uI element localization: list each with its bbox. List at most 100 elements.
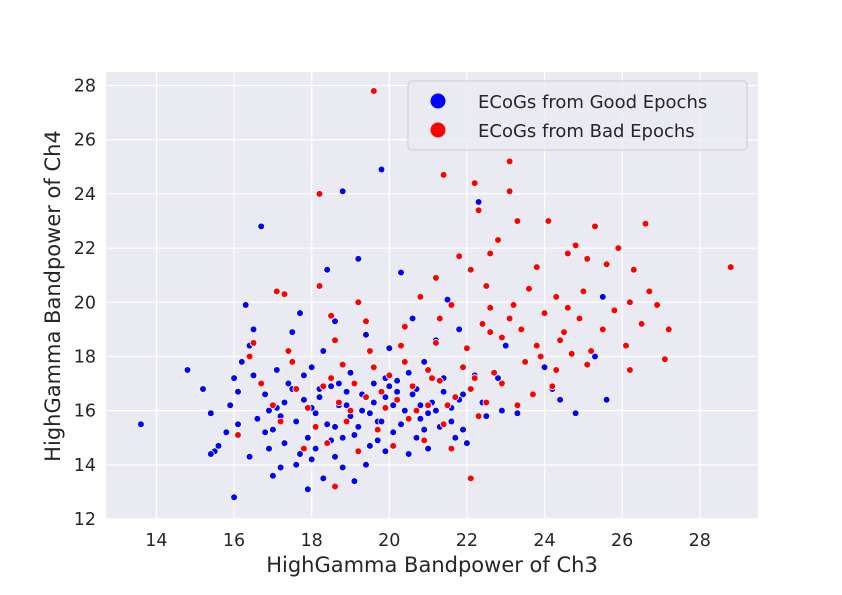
scatter-point	[540, 363, 549, 372]
scatter-point	[385, 382, 394, 391]
scatter-point	[587, 347, 595, 355]
scatter-point	[331, 317, 339, 326]
scatter-point	[610, 306, 619, 315]
scatter-point	[439, 420, 448, 429]
scatter-point	[513, 217, 522, 225]
x-tick-label: 24	[533, 531, 555, 551]
scatter-point	[629, 265, 638, 274]
scatter-point	[323, 420, 332, 429]
scatter-point	[335, 379, 343, 388]
scatter-point	[478, 320, 487, 328]
scatter-point	[350, 379, 359, 388]
scatter-point	[389, 401, 398, 410]
scatter-point	[521, 358, 529, 366]
scatter-point	[532, 263, 541, 271]
scatter-point	[354, 255, 363, 263]
scatter-point	[369, 363, 378, 372]
y-tick-labels: 12 14 16 18 20 22 24 26 28	[74, 77, 96, 530]
scatter-point	[303, 404, 312, 412]
scatter-point	[400, 322, 409, 331]
scatter-point	[470, 179, 479, 187]
scatter-point	[400, 358, 409, 366]
scatter-point	[416, 401, 425, 410]
scatter-point	[276, 417, 285, 426]
scatter-point	[315, 393, 324, 401]
scatter-point	[505, 157, 514, 166]
scatter-point	[498, 406, 506, 415]
scatter-point	[536, 352, 545, 361]
scatter-point	[214, 442, 223, 450]
scatter-point	[459, 363, 467, 372]
scatter-point	[498, 333, 506, 342]
scatter-point	[234, 420, 242, 429]
scatter-point	[253, 414, 262, 423]
scatter-point	[626, 366, 634, 374]
scatter-point	[280, 290, 289, 298]
scatter-point	[424, 409, 432, 418]
scatter-point	[230, 493, 238, 502]
y-tick-label: 26	[74, 131, 96, 151]
scatter-point	[400, 406, 409, 415]
scatter-point	[327, 311, 335, 320]
scatter-point	[424, 444, 432, 453]
scatter-point	[466, 385, 475, 393]
scatter-point	[303, 433, 312, 442]
scatter-point	[435, 314, 444, 323]
y-tick-label: 22	[74, 239, 96, 259]
scatter-point	[591, 352, 599, 361]
scatter-point	[556, 395, 564, 404]
scatter-point	[486, 328, 495, 336]
scatter-point	[269, 471, 277, 480]
scatter-point	[447, 301, 456, 309]
scatter-point	[265, 406, 273, 415]
scatter-point	[381, 393, 390, 401]
scatter-point	[637, 320, 646, 328]
scatter-point	[350, 477, 359, 485]
scatter-point	[420, 425, 429, 434]
scatter-point	[381, 404, 390, 412]
scatter-point	[327, 382, 335, 391]
x-tick-label: 14	[145, 531, 167, 551]
scatter-point	[622, 341, 630, 350]
scatter-point	[583, 255, 591, 263]
scatter-point	[331, 336, 339, 345]
scatter-point	[404, 450, 413, 458]
scatter-point	[517, 325, 526, 334]
scatter-point	[288, 328, 297, 336]
scatter-point	[331, 452, 339, 461]
scatter-point	[207, 409, 215, 418]
scatter-point	[269, 425, 277, 434]
scatter-point	[645, 287, 654, 296]
series-bad-epochs	[234, 87, 735, 491]
scatter-point	[408, 314, 417, 323]
scatter-point	[494, 236, 502, 244]
scatter-point	[381, 447, 390, 456]
scatter-point	[307, 455, 316, 464]
scatter-point	[420, 358, 429, 366]
scatter-point	[354, 423, 363, 431]
y-tick-label: 16	[74, 402, 96, 422]
legend-marker	[430, 122, 446, 138]
scatter-point	[602, 395, 611, 404]
scatter-point	[494, 374, 502, 382]
scatter-point	[377, 387, 386, 396]
scatter-point	[234, 387, 242, 396]
x-tick-label: 20	[378, 531, 400, 551]
scatter-point	[257, 222, 266, 231]
scatter-point	[583, 360, 591, 369]
scatter-point	[369, 379, 378, 388]
scatter-point	[529, 390, 537, 399]
scatter-point	[199, 385, 207, 393]
legend-label: ECoGs from Bad Epochs	[478, 121, 695, 142]
scatter-point	[300, 371, 308, 380]
scatter-point	[486, 249, 495, 258]
scatter-point	[463, 439, 471, 447]
y-tick-label: 20	[74, 293, 96, 313]
scatter-point	[482, 282, 491, 290]
x-tick-label: 28	[689, 531, 711, 551]
scatter-point	[459, 390, 467, 399]
scatter-point	[307, 363, 316, 372]
scatter-point	[470, 374, 479, 382]
scatter-point	[226, 401, 235, 410]
legend: ECoGs from Good Epochs ECoGs from Bad Epo…	[407, 80, 748, 151]
